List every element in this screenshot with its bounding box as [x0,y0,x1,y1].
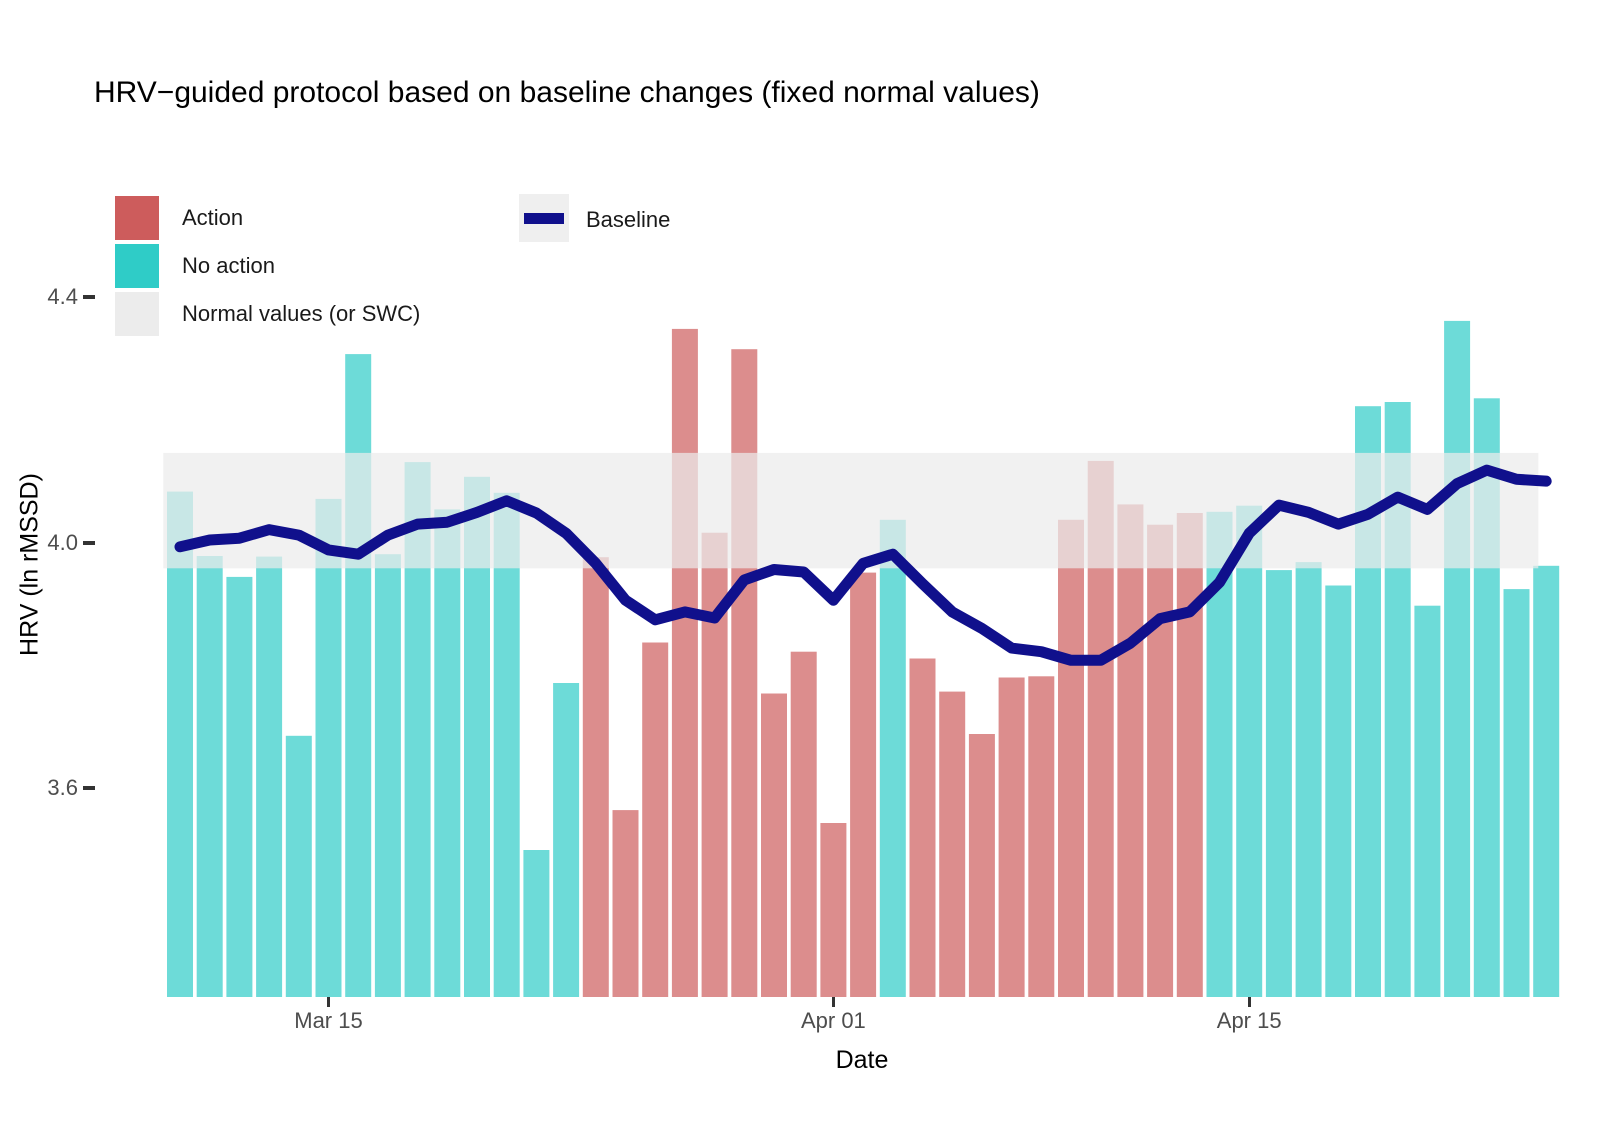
bar-mar-12 [226,576,253,997]
bar-apr-07 [998,677,1025,997]
bar-apr-06 [968,734,995,997]
bar-mar-15 [315,498,342,997]
x-tick-mark [1247,997,1251,1007]
y-tick-mark [83,786,95,790]
bar-apr-01 [820,823,847,997]
bar-apr-08 [1028,676,1055,997]
bar-mar-11 [196,556,223,997]
bar-mar-13 [256,556,283,997]
bar-mar-24 [582,557,609,997]
x-axis-title: Date [835,1046,889,1074]
legend-label-action: Action [182,205,244,230]
legend-key-no-action [115,244,159,288]
bar-mar-21 [493,492,520,997]
legend-key-baseline [519,194,569,242]
bar-apr-18 [1325,585,1352,997]
bar-mar-31 [790,651,817,997]
bar-apr-17 [1295,562,1322,997]
x-tick-mark [831,997,835,1007]
bar-apr-22 [1444,320,1471,997]
x-tick-label-apr15: Apr 15 [1216,1008,1282,1033]
bar-apr-11 [1117,504,1144,997]
bar-mar-14 [285,735,312,997]
bar-mar-30 [761,693,787,997]
legend-label-no-action: No action [182,253,275,278]
bar-apr-21 [1414,605,1441,997]
bar-mar-19 [434,509,461,997]
x-tick-mark [327,997,330,1007]
bar-apr-15 [1236,505,1263,997]
bar-mar-25 [612,810,639,997]
bar-apr-25 [1533,565,1560,997]
legend-label-normal-values: Normal values (or SWC) [182,301,421,326]
bar-apr-05 [939,691,966,997]
bar-apr-09 [1058,519,1084,997]
bar-apr-03 [879,519,906,997]
bar-mar-22 [523,850,550,997]
bar-apr-04 [909,658,936,997]
chart-title: HRV−guided protocol based on baseline ch… [94,76,1040,109]
bar-apr-13 [1176,513,1203,997]
y-tick-label-4.4: 4.4 [47,284,78,309]
legend-label-baseline: Baseline [586,207,671,232]
x-tick-label-apr01: Apr 01 [800,1008,866,1033]
legend-key-action [115,196,159,240]
bar-mar-10 [167,491,193,997]
y-tick-mark [83,295,95,299]
y-tick-mark [83,540,95,545]
bar-mar-27 [671,328,698,997]
bar-mar-16 [345,354,372,998]
bar-apr-16 [1265,570,1292,997]
y-tick-label-3.6: 3.6 [47,775,78,800]
baseline-line [174,464,1552,666]
bar-mar-29 [731,349,758,997]
bar-apr-12 [1147,524,1174,997]
x-tick-label-mar15: Mar 15 [294,1008,363,1033]
baseline-line-swatch [524,213,564,224]
bar-mar-23 [553,683,580,997]
y-tick-label-4.0: 4.0 [47,529,78,555]
bar-mar-17 [374,554,401,997]
legend-key-normal-values [115,292,159,336]
bar-apr-24 [1503,589,1530,997]
bar-mar-26 [642,642,669,997]
bar-apr-02 [850,572,877,997]
